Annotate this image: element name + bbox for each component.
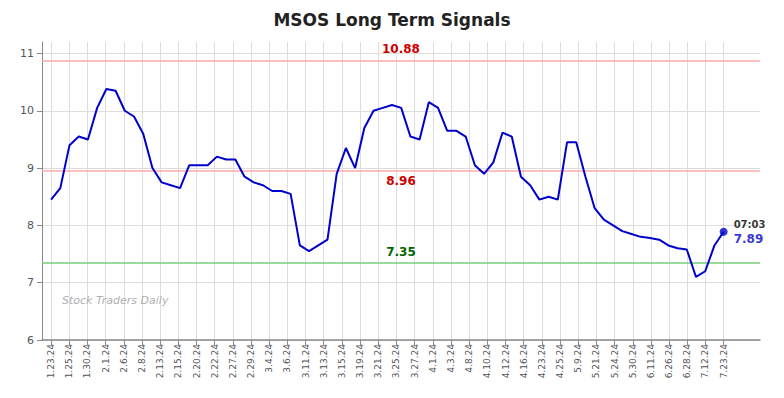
svg-text:6.26.24: 6.26.24 (664, 344, 674, 379)
svg-text:3.27.24: 3.27.24 (410, 344, 420, 379)
svg-text:3.4.24: 3.4.24 (264, 344, 274, 373)
svg-text:07:03: 07:03 (734, 219, 766, 230)
svg-text:2.20.24: 2.20.24 (192, 344, 202, 379)
svg-text:1.25.24: 1.25.24 (64, 344, 74, 379)
svg-text:5.21.24: 5.21.24 (591, 344, 601, 379)
svg-text:4.8.24: 4.8.24 (464, 344, 474, 373)
svg-text:9: 9 (27, 162, 34, 175)
svg-text:4.16.24: 4.16.24 (519, 344, 529, 379)
svg-text:10: 10 (20, 104, 34, 117)
svg-text:11: 11 (20, 47, 34, 60)
svg-text:4.23.24: 4.23.24 (537, 344, 547, 379)
svg-text:3.25.24: 3.25.24 (391, 344, 401, 379)
svg-text:2.15.24: 2.15.24 (173, 344, 183, 379)
svg-text:5.9.24: 5.9.24 (573, 344, 583, 373)
svg-text:10.88: 10.88 (382, 42, 420, 56)
svg-text:MSOS Long Term Signals: MSOS Long Term Signals (273, 10, 510, 30)
svg-text:6: 6 (27, 334, 34, 347)
svg-text:7.12.24: 7.12.24 (700, 344, 710, 379)
svg-text:5.24.24: 5.24.24 (610, 344, 620, 379)
svg-text:Stock Traders Daily: Stock Traders Daily (62, 294, 169, 307)
svg-text:4.10.24: 4.10.24 (482, 344, 492, 379)
svg-text:7.89: 7.89 (734, 232, 764, 246)
svg-text:6.11.24: 6.11.24 (646, 344, 656, 379)
svg-text:2.29.24: 2.29.24 (246, 344, 256, 379)
svg-text:2.13.24: 2.13.24 (155, 344, 165, 379)
svg-text:3.21.24: 3.21.24 (373, 344, 383, 379)
svg-text:7.35: 7.35 (386, 245, 416, 259)
svg-text:5.30.24: 5.30.24 (628, 344, 638, 379)
svg-text:8: 8 (27, 219, 34, 232)
svg-text:4.25.24: 4.25.24 (555, 344, 565, 379)
svg-text:3.11.24: 3.11.24 (301, 344, 311, 379)
svg-text:2.6.24: 2.6.24 (119, 344, 129, 373)
svg-text:2.27.24: 2.27.24 (228, 344, 238, 379)
svg-text:2.1.24: 2.1.24 (101, 344, 111, 373)
svg-text:3.15.24: 3.15.24 (337, 344, 347, 379)
svg-text:6.28.24: 6.28.24 (682, 344, 692, 379)
svg-text:7.23.24: 7.23.24 (719, 344, 729, 379)
svg-text:1.23.24: 1.23.24 (46, 344, 56, 379)
svg-text:7: 7 (27, 276, 34, 289)
svg-text:4.1.24: 4.1.24 (428, 344, 438, 373)
svg-text:2.22.24: 2.22.24 (210, 344, 220, 379)
svg-text:8.96: 8.96 (386, 174, 416, 188)
svg-text:4.12.24: 4.12.24 (501, 344, 511, 379)
svg-text:4.3.24: 4.3.24 (446, 344, 456, 373)
svg-text:1.30.24: 1.30.24 (82, 344, 92, 379)
svg-text:2.8.24: 2.8.24 (137, 344, 147, 373)
svg-text:3.19.24: 3.19.24 (355, 344, 365, 379)
svg-text:3.6.24: 3.6.24 (282, 344, 292, 373)
svg-text:3.13.24: 3.13.24 (319, 344, 329, 379)
